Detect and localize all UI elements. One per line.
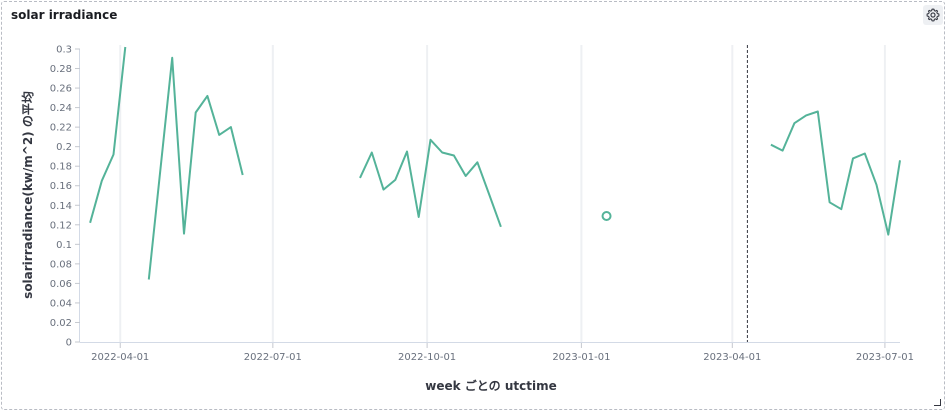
y-tick-label: 0.2 <box>56 142 72 153</box>
y-tick-label: 0.26 <box>50 84 72 95</box>
y-tick-label: 0.1 <box>56 240 72 251</box>
y-tick-label: 0.22 <box>50 123 72 134</box>
x-axis-title: week ごとの utctime <box>425 378 556 393</box>
x-tick-label: 2022-10-01 <box>398 352 456 363</box>
panel-title: solar irradiance <box>11 8 118 22</box>
x-tick-label: 2022-04-01 <box>91 352 149 363</box>
x-tick-label: 2023-04-01 <box>703 352 761 363</box>
series-line-segment[interactable] <box>770 110 901 236</box>
y-axis-title: solarirradiance(kw/m^2) の平均 <box>20 91 35 299</box>
data-point[interactable] <box>601 211 612 222</box>
y-tick-label: 0 <box>66 338 72 349</box>
series-line-segment[interactable] <box>147 56 244 280</box>
y-tick-label: 0.02 <box>50 318 72 329</box>
panel-settings-button[interactable] <box>923 5 943 25</box>
y-tick-label: 0.24 <box>50 103 72 114</box>
y-tick-label: 0.06 <box>50 279 72 290</box>
y-tick-label: 0.18 <box>50 162 72 173</box>
panel-resize-handle[interactable] <box>934 399 941 406</box>
series-solar-irradiance <box>89 46 901 280</box>
y-tick-label: 0.04 <box>50 298 72 309</box>
y-tick-label: 0.08 <box>50 259 72 270</box>
x-tick-label: 2022-07-01 <box>244 352 302 363</box>
series-line-segment[interactable] <box>89 46 127 224</box>
y-tick-label: 0.3 <box>56 45 72 56</box>
x-gridlines <box>119 45 886 342</box>
series-line-segment[interactable] <box>359 138 502 228</box>
x-tick-label: 2023-07-01 <box>856 352 914 363</box>
y-tick-label: 0.12 <box>50 220 72 231</box>
y-tick-label: 0.14 <box>50 201 72 212</box>
y-tick-label: 0.16 <box>50 181 72 192</box>
y-axis: 0 0.02 0.04 0.06 0.08 0.1 0.12 0.14 0.16 0.18 0.2 0… <box>50 45 80 349</box>
y-tick-label: 0.28 <box>50 64 72 75</box>
x-tick-label: 2023-01-01 <box>552 352 610 363</box>
gear-icon <box>926 8 940 22</box>
x-axis: 2022-04-01 2022-07-01 2022-10-01 2023-01-01… <box>80 342 914 363</box>
